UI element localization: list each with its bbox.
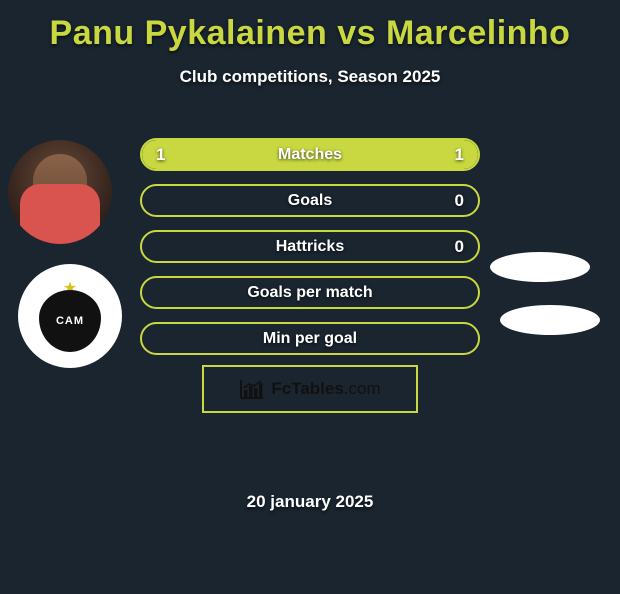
- stat-value-right: 1: [455, 145, 464, 165]
- stat-row: Min per goal: [140, 322, 480, 355]
- club-logo: ★ CAM: [18, 264, 122, 368]
- brand-badge: FcTables.com: [202, 365, 418, 413]
- stat-value-left: 1: [156, 145, 165, 165]
- subtitle: Club competitions, Season 2025: [0, 67, 620, 87]
- stat-label: Goals: [288, 192, 332, 210]
- player-avatar: [8, 140, 112, 244]
- stat-label: Matches: [278, 146, 342, 164]
- brand-text: FcTables.com: [271, 379, 380, 399]
- stat-row: 0 Goals: [140, 184, 480, 217]
- stat-label: Goals per match: [247, 284, 372, 302]
- club-crest: CAM: [39, 290, 101, 352]
- page-title: Panu Pykalainen vs Marcelinho: [0, 14, 620, 53]
- right-blob-2: [500, 305, 600, 335]
- stat-value-right: 0: [455, 237, 464, 257]
- stat-value-right: 0: [455, 191, 464, 211]
- stat-row: Goals per match: [140, 276, 480, 309]
- stat-label: Hattricks: [276, 238, 344, 256]
- stat-label: Min per goal: [263, 330, 357, 348]
- stat-row: 1 1 Matches: [140, 138, 480, 171]
- chart-icon: [239, 378, 265, 400]
- stat-row: 0 Hattricks: [140, 230, 480, 263]
- date-text: 20 january 2025: [0, 492, 620, 512]
- stat-rows: 1 1 Matches 0 Goals 0 Hattricks Goals per match…: [140, 138, 480, 368]
- right-blob-1: [490, 252, 590, 282]
